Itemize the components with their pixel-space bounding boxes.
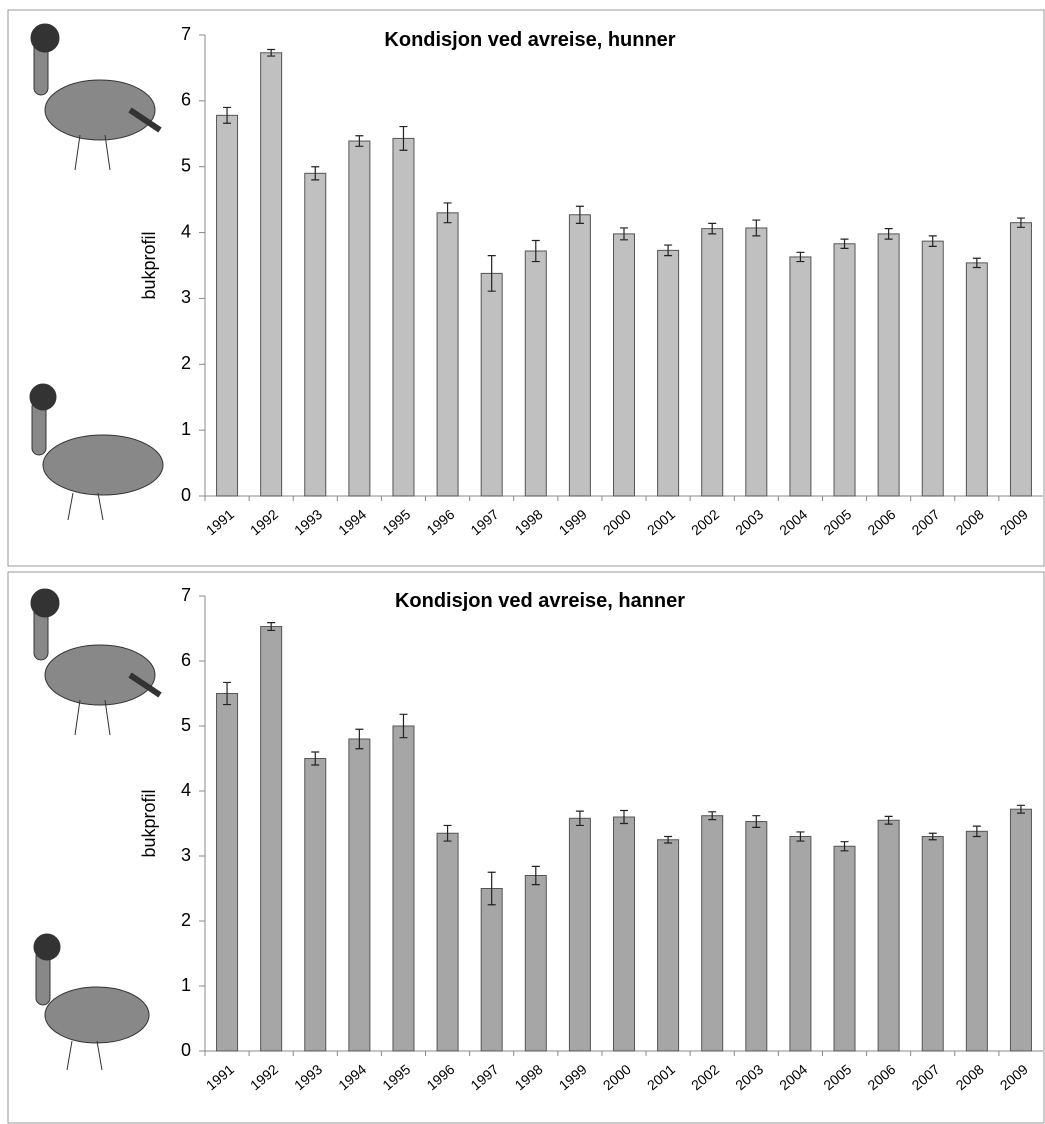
bar bbox=[569, 818, 590, 1051]
x-tick-label: 2000 bbox=[600, 506, 634, 538]
y-tick-label: 1 bbox=[181, 975, 191, 995]
bar bbox=[878, 234, 899, 496]
bar bbox=[217, 115, 238, 496]
x-tick-label: 2006 bbox=[864, 506, 898, 538]
bar bbox=[790, 837, 811, 1052]
y-tick-label: 3 bbox=[181, 287, 191, 307]
y-axis-label: bukprofil bbox=[139, 231, 159, 299]
bar bbox=[261, 627, 282, 1051]
x-tick-label: 2005 bbox=[820, 1061, 854, 1093]
bar bbox=[217, 694, 238, 1052]
x-tick-label: 1998 bbox=[512, 1061, 546, 1093]
bar bbox=[614, 234, 635, 496]
y-tick-label: 7 bbox=[181, 585, 191, 605]
x-tick-label: 1995 bbox=[379, 506, 413, 538]
bar bbox=[349, 141, 370, 496]
x-tick-label: 1992 bbox=[247, 506, 281, 538]
bar bbox=[393, 138, 414, 496]
x-tick-label: 2005 bbox=[820, 506, 854, 538]
bar bbox=[1010, 223, 1031, 496]
bar bbox=[305, 173, 326, 496]
bar bbox=[790, 257, 811, 496]
x-tick-label: 1999 bbox=[556, 1061, 590, 1093]
y-tick-label: 5 bbox=[181, 155, 191, 175]
bar bbox=[525, 251, 546, 496]
bar bbox=[393, 726, 414, 1051]
x-tick-label: 2009 bbox=[997, 506, 1031, 538]
x-tick-label: 2004 bbox=[776, 506, 810, 538]
x-tick-label: 1997 bbox=[467, 506, 501, 538]
x-tick-label: 1996 bbox=[423, 506, 457, 538]
y-tick-label: 5 bbox=[181, 715, 191, 735]
y-axis-label: bukprofil bbox=[139, 789, 159, 857]
x-tick-label: 2007 bbox=[909, 506, 943, 538]
x-tick-label: 1991 bbox=[203, 506, 237, 538]
y-tick-label: 4 bbox=[181, 780, 191, 800]
x-tick-label: 2001 bbox=[644, 506, 678, 538]
bar bbox=[525, 876, 546, 1052]
y-tick-label: 2 bbox=[181, 910, 191, 930]
y-tick-label: 2 bbox=[181, 353, 191, 373]
bar bbox=[966, 831, 987, 1051]
x-tick-label: 1995 bbox=[379, 1061, 413, 1093]
bar bbox=[437, 833, 458, 1051]
y-tick-label: 4 bbox=[181, 221, 191, 241]
bar bbox=[305, 759, 326, 1052]
bar bbox=[702, 816, 723, 1051]
x-tick-label: 1997 bbox=[467, 1061, 501, 1093]
x-tick-label: 2006 bbox=[864, 1061, 898, 1093]
x-tick-label: 2003 bbox=[732, 506, 766, 538]
chart-title: Kondisjon ved avreise, hunner bbox=[384, 29, 675, 51]
x-tick-label: 2003 bbox=[732, 1061, 766, 1093]
bar bbox=[834, 846, 855, 1051]
x-tick-label: 2009 bbox=[997, 1061, 1031, 1093]
x-tick-label: 2002 bbox=[688, 506, 722, 538]
y-tick-label: 0 bbox=[181, 1040, 191, 1060]
chart-title: Kondisjon ved avreise, hanner bbox=[395, 590, 685, 612]
bar bbox=[481, 889, 502, 1052]
bar bbox=[569, 215, 590, 496]
bar bbox=[349, 739, 370, 1051]
bar bbox=[1010, 809, 1031, 1051]
y-tick-label: 6 bbox=[181, 650, 191, 670]
x-tick-label: 2008 bbox=[953, 1061, 987, 1093]
bar bbox=[437, 213, 458, 496]
bar bbox=[614, 817, 635, 1051]
bar bbox=[878, 820, 899, 1051]
y-tick-label: 7 bbox=[181, 24, 191, 44]
x-tick-label: 1998 bbox=[512, 506, 546, 538]
bar bbox=[922, 837, 943, 1052]
bar bbox=[922, 241, 943, 496]
bar bbox=[658, 250, 679, 496]
x-tick-label: 1994 bbox=[335, 1061, 369, 1093]
y-tick-label: 0 bbox=[181, 485, 191, 505]
x-tick-label: 2002 bbox=[688, 1061, 722, 1093]
y-tick-label: 6 bbox=[181, 90, 191, 110]
bar bbox=[702, 229, 723, 496]
page: Kondisjon ved avreise, hunnerbukprofil01… bbox=[0, 0, 1045, 1124]
bar bbox=[834, 244, 855, 496]
x-tick-label: 2001 bbox=[644, 1061, 678, 1093]
x-tick-label: 1992 bbox=[247, 1061, 281, 1093]
y-tick-label: 1 bbox=[181, 419, 191, 439]
x-tick-label: 1994 bbox=[335, 506, 369, 538]
bar bbox=[746, 822, 767, 1051]
x-tick-label: 2004 bbox=[776, 1061, 810, 1093]
bar bbox=[746, 228, 767, 496]
bar bbox=[261, 53, 282, 496]
goose-illustration bbox=[30, 24, 163, 1070]
x-tick-label: 1993 bbox=[291, 1061, 325, 1093]
bar bbox=[966, 263, 987, 496]
x-tick-label: 1996 bbox=[423, 1061, 457, 1093]
x-tick-label: 2000 bbox=[600, 1061, 634, 1093]
x-tick-label: 2008 bbox=[953, 506, 987, 538]
y-tick-label: 3 bbox=[181, 845, 191, 865]
bar bbox=[658, 840, 679, 1051]
x-tick-label: 1993 bbox=[291, 506, 325, 538]
x-tick-label: 2007 bbox=[909, 1061, 943, 1093]
bar bbox=[481, 273, 502, 496]
x-tick-label: 1991 bbox=[203, 1061, 237, 1093]
x-tick-label: 1999 bbox=[556, 506, 590, 538]
